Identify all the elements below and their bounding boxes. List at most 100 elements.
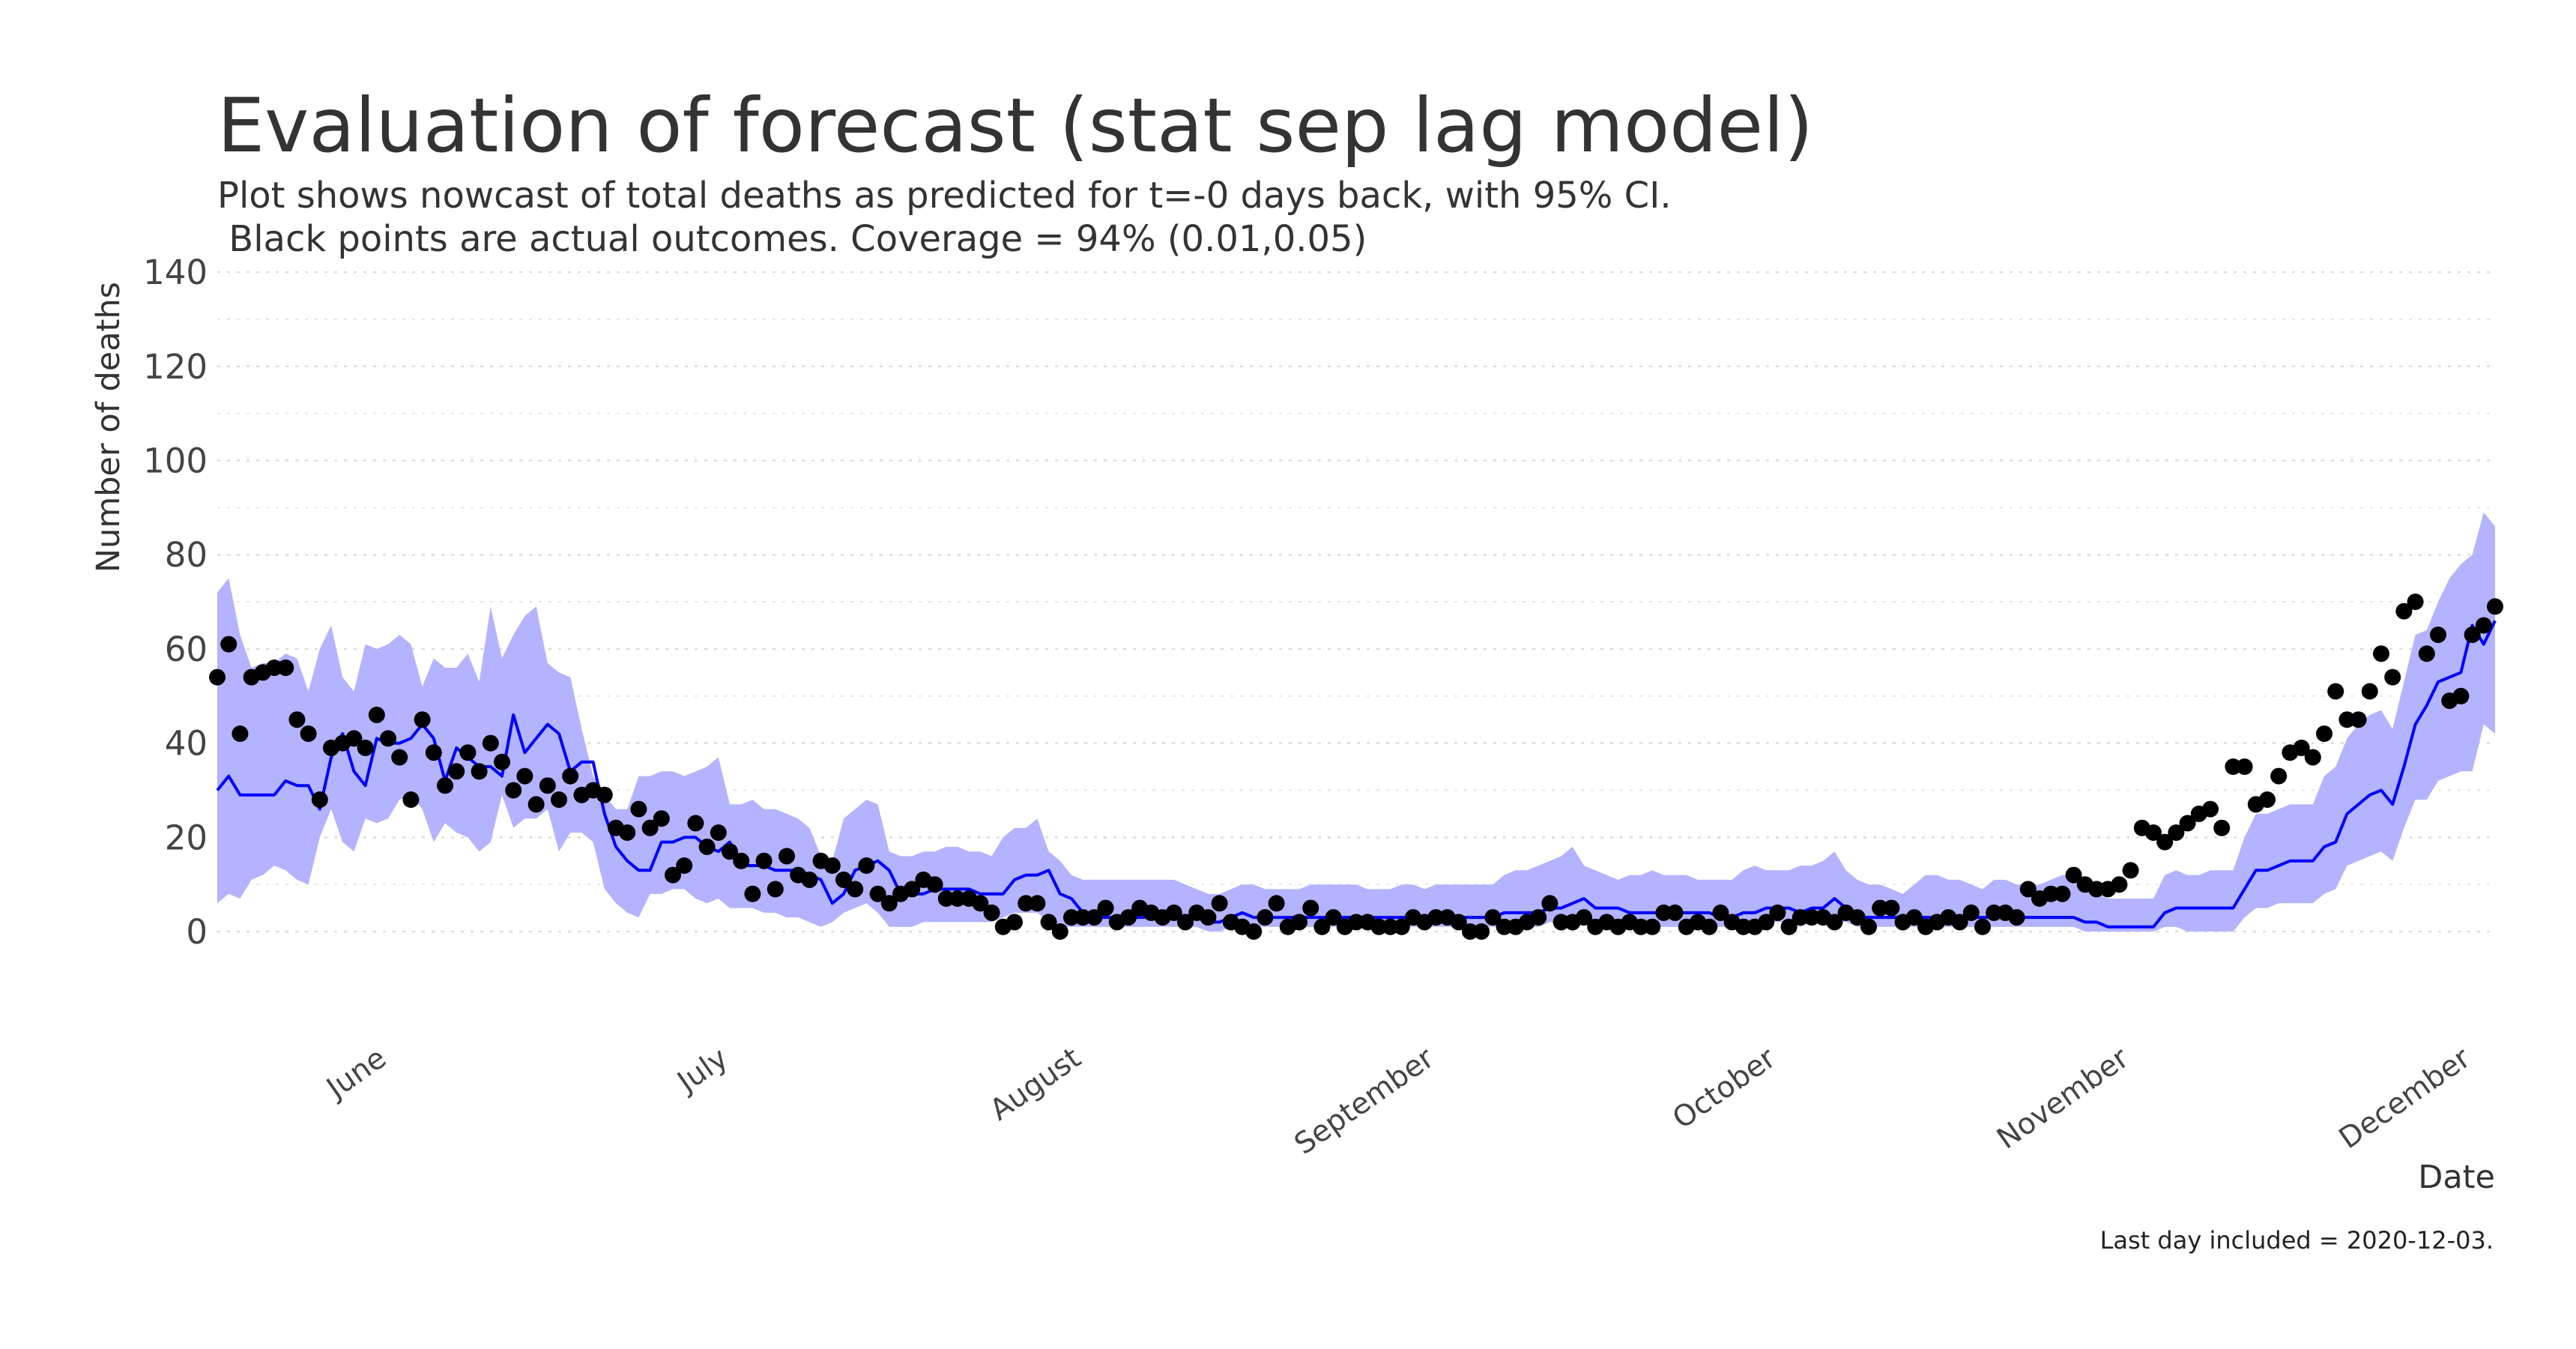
x-tick-label: July: [670, 1041, 734, 1100]
actual-point: [823, 857, 841, 874]
actual-point: [1427, 909, 1445, 926]
subtitle-line-1: Plot shows nowcast of total deaths as pr…: [217, 175, 1672, 217]
actual-point: [847, 881, 864, 898]
actual-point: [2259, 791, 2276, 808]
actual-point: [1780, 918, 1798, 935]
subtitle-line-2: Black points are actual outcomes. Covera…: [217, 218, 1367, 260]
actual-point: [1006, 914, 1023, 931]
actual-point: [1792, 909, 1809, 926]
actual-point: [459, 744, 477, 761]
actual-point: [562, 767, 579, 785]
actual-point: [2487, 598, 2503, 615]
actual-point: [1211, 895, 1228, 912]
y-tick-label: 60: [165, 630, 208, 669]
confidence-band: [217, 512, 2495, 932]
actual-point: [619, 824, 636, 841]
chart-caption: Last day included = 2020-12-03.: [2099, 1226, 2494, 1255]
actual-point: [904, 881, 921, 898]
actual-point: [1348, 914, 1364, 931]
actual-point: [2395, 603, 2413, 620]
actual-point: [311, 791, 328, 808]
actual-point: [2373, 645, 2389, 663]
actual-point: [2054, 885, 2071, 902]
actual-point: [1633, 918, 1649, 935]
actual-point: [300, 725, 317, 742]
actual-point: [1063, 909, 1080, 926]
actual-point: [983, 904, 1000, 921]
actual-point: [676, 857, 693, 874]
actual-point: [687, 815, 704, 832]
actual-point: [437, 777, 453, 794]
actual-point: [1291, 914, 1307, 931]
actual-point: [2019, 881, 2037, 898]
actual-point: [277, 660, 294, 676]
actual-point: [1029, 895, 1046, 912]
actual-point: [2270, 767, 2288, 785]
y-tick-label: 100: [143, 441, 208, 481]
actual-point: [1462, 923, 1478, 940]
actual-point: [288, 711, 306, 728]
actual-point: [1951, 914, 1968, 931]
actual-point: [2475, 617, 2492, 634]
actual-point: [266, 660, 282, 676]
actual-point: [858, 857, 875, 874]
actual-point: [1245, 923, 1263, 940]
actual-point: [596, 786, 613, 803]
actual-point: [471, 763, 488, 780]
x-tick-label: September: [1289, 1041, 1441, 1162]
actual-point: [2464, 627, 2481, 643]
actual-point: [710, 824, 727, 841]
actual-point: [972, 895, 989, 912]
actual-point: [2350, 711, 2367, 728]
actual-point: [551, 791, 567, 808]
actual-point: [1826, 914, 1843, 931]
actual-point: [2407, 594, 2424, 610]
actual-points: [209, 594, 2503, 940]
x-tick-label: August: [984, 1041, 1087, 1127]
actual-point: [2111, 876, 2128, 893]
actual-point: [1051, 923, 1068, 940]
y-tick-label: 20: [165, 818, 208, 857]
actual-point: [357, 739, 374, 756]
actual-point: [630, 800, 647, 818]
actual-point: [391, 749, 408, 766]
actual-point: [1165, 904, 1182, 921]
actual-point: [1541, 895, 1558, 912]
actual-point: [448, 763, 465, 780]
actual-point: [1769, 904, 1786, 921]
actual-point: [345, 730, 363, 747]
actual-point: [1883, 899, 1900, 917]
actual-point: [2430, 627, 2446, 643]
actual-point: [2168, 824, 2185, 841]
actual-point: [1986, 904, 2003, 921]
actual-point: [926, 876, 943, 893]
y-axis-ticks: 0 20 40 60 80 100 120 140: [143, 253, 208, 952]
actual-point: [2293, 739, 2310, 756]
actual-point: [880, 895, 898, 912]
actual-point: [2122, 862, 2139, 879]
actual-point: [209, 669, 226, 686]
actual-point: [1712, 904, 1729, 921]
actual-point: [1552, 914, 1570, 931]
actual-point: [1848, 909, 1866, 926]
y-tick-label: 40: [165, 724, 208, 764]
actual-point: [1200, 909, 1217, 926]
actual-point: [2088, 881, 2105, 898]
actual-point: [2316, 725, 2332, 742]
actual-point: [402, 791, 420, 808]
actual-point: [2213, 819, 2231, 836]
actual-point: [1120, 909, 1137, 926]
actual-point: [414, 711, 431, 728]
actual-point: [949, 890, 966, 907]
actual-point: [1735, 918, 1752, 935]
actual-point: [2043, 885, 2060, 902]
actual-point: [516, 767, 533, 785]
actual-point: [1872, 899, 1889, 917]
actual-point: [1644, 918, 1661, 935]
y-tick-label: 120: [143, 347, 208, 387]
actual-point: [1530, 909, 1547, 926]
actual-point: [1803, 909, 1820, 926]
actual-point: [641, 819, 659, 836]
actual-point: [801, 871, 818, 888]
actual-point: [698, 838, 716, 855]
